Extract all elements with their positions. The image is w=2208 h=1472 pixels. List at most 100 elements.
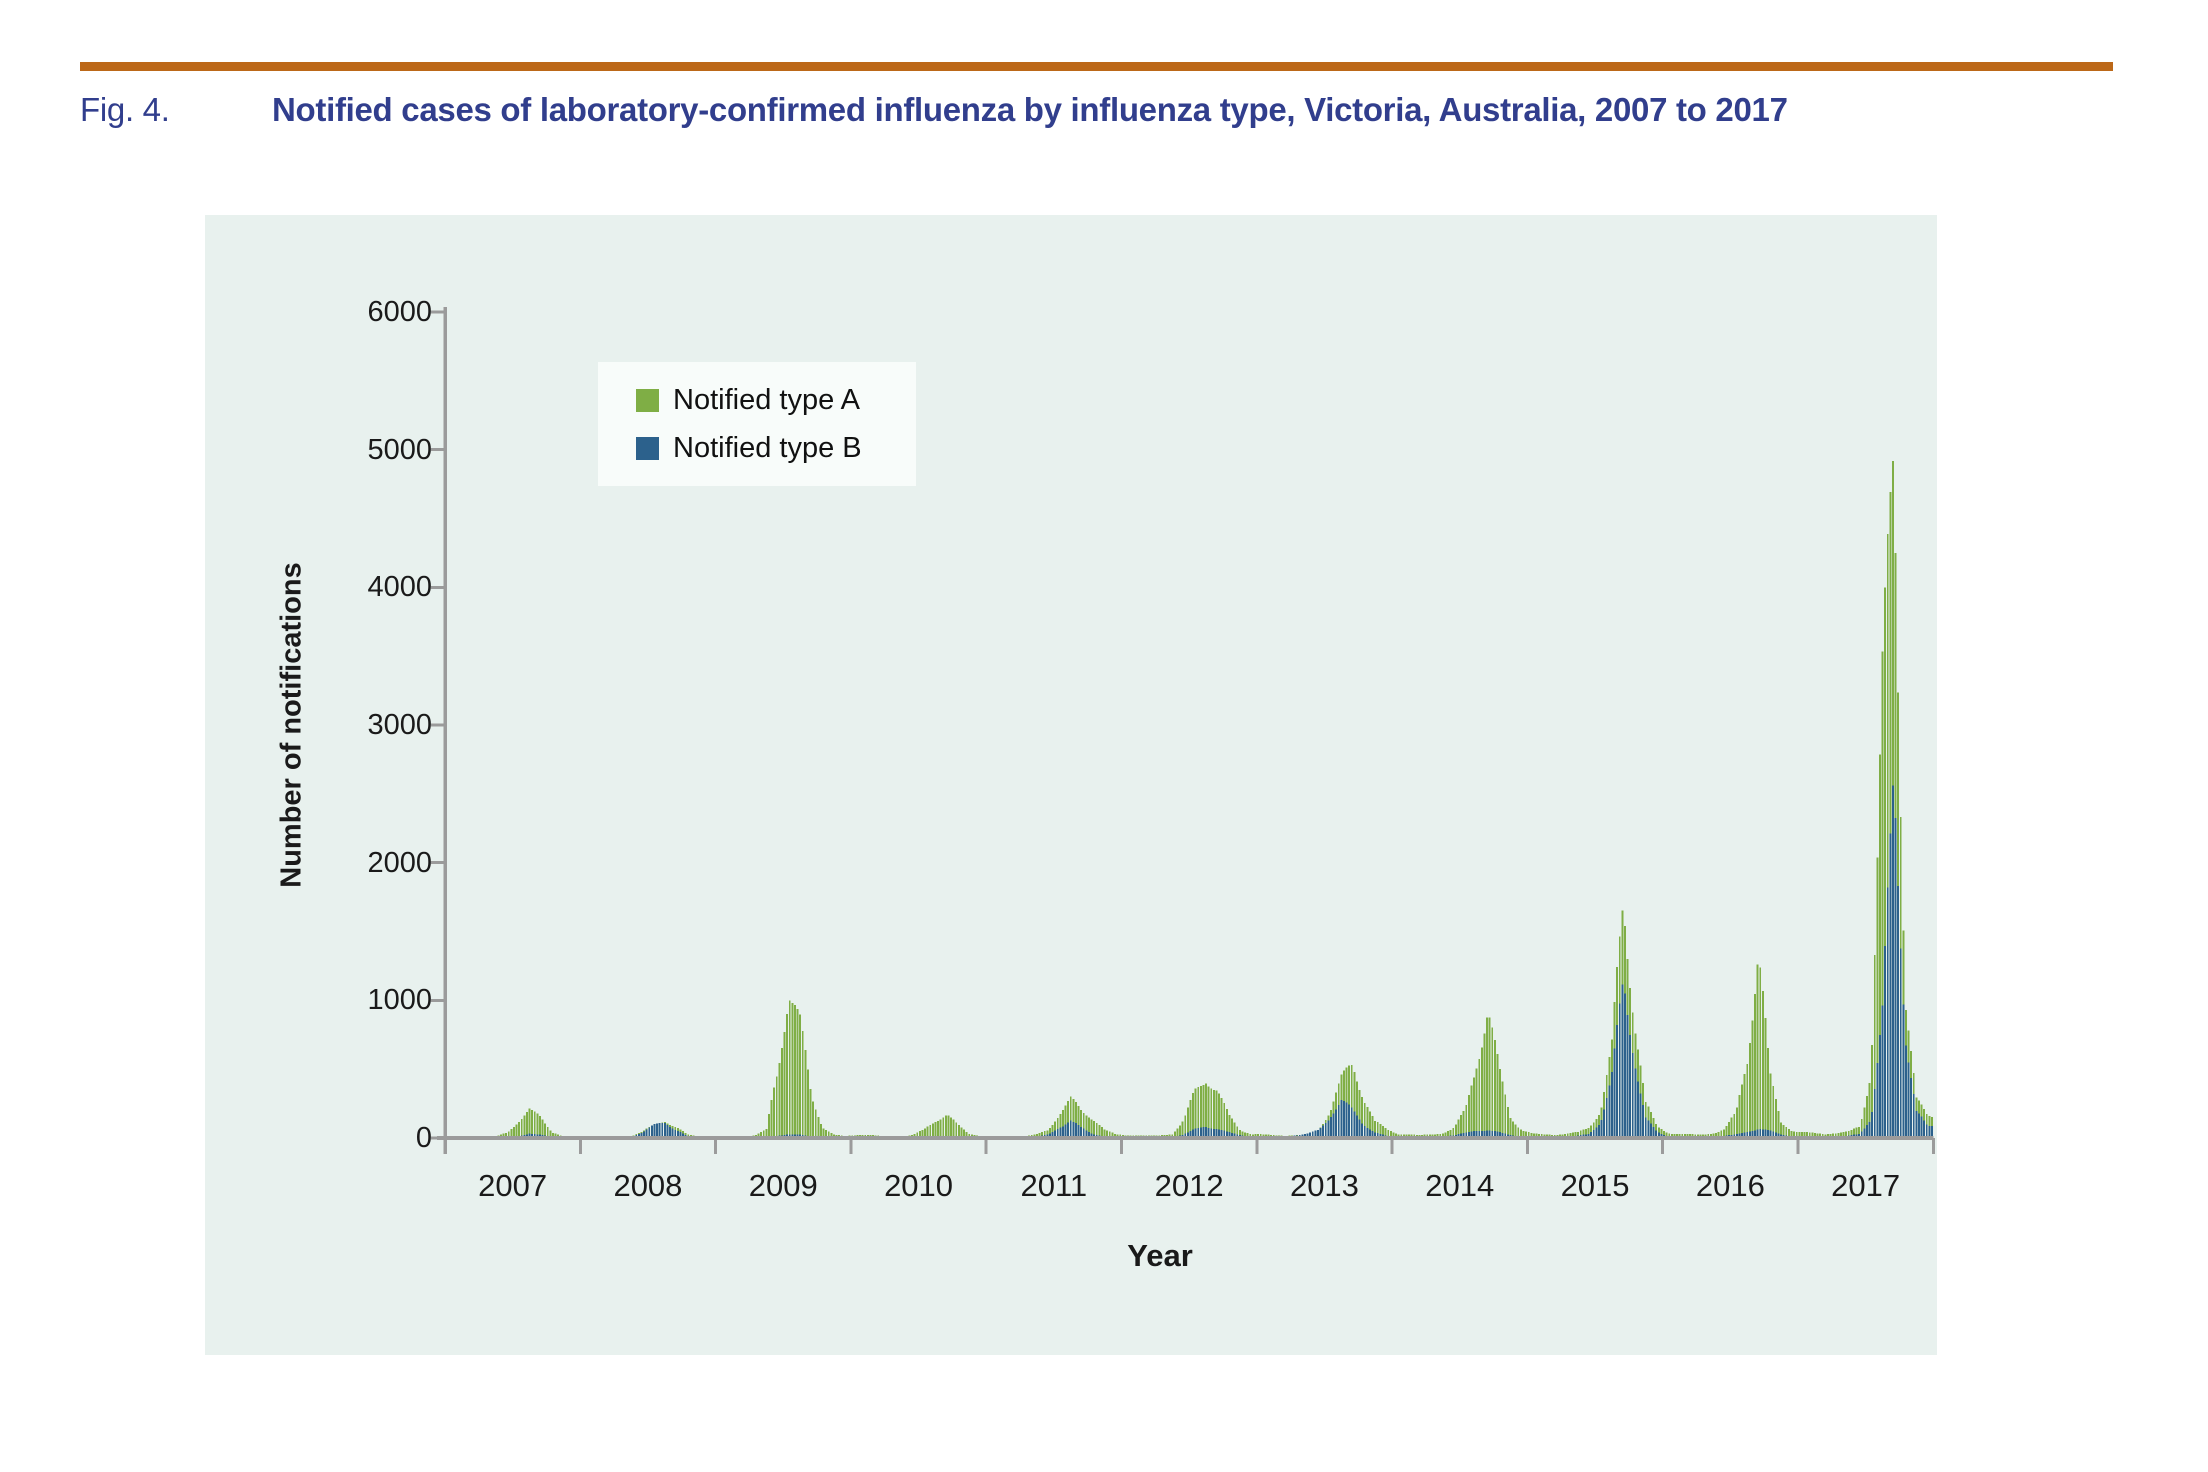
bar-type-b (1598, 1124, 1600, 1138)
bar-type-b (1465, 1132, 1468, 1138)
bar-type-a (801, 1031, 804, 1138)
bar-type-a (1579, 1130, 1582, 1138)
bar-type-b (1777, 1133, 1780, 1138)
bar-type-b (1928, 1125, 1931, 1138)
bar-type-b (1931, 1126, 1933, 1138)
bar-type-a (1106, 1130, 1109, 1138)
bar-type-a (830, 1132, 833, 1138)
bar-type-b (1759, 1129, 1762, 1138)
bar-type-b (1051, 1132, 1054, 1138)
chart-panel (205, 215, 1937, 1355)
bar-type-a (1756, 964, 1759, 1138)
bar-type-b (640, 1132, 643, 1138)
bar-type-a (1051, 1124, 1054, 1138)
bar-type-a (1832, 1133, 1835, 1138)
bar-type-a (1480, 1047, 1483, 1138)
bar-type-b (1478, 1130, 1481, 1138)
bar-type-a (1069, 1096, 1072, 1138)
bar-type-a (931, 1123, 934, 1138)
bar-type-a (1743, 1074, 1746, 1138)
bar-type-a (1782, 1124, 1785, 1138)
bar-type-a (1663, 1130, 1665, 1138)
bar-type-a (1868, 1082, 1871, 1138)
bar-type-b (1085, 1130, 1088, 1138)
bar-type-b (1746, 1132, 1749, 1138)
bar-type-a (1231, 1118, 1234, 1138)
bar-type-a (786, 1013, 789, 1138)
bar-type-b (1504, 1133, 1507, 1138)
bar-type-b (1605, 1098, 1608, 1138)
bar-type-a (1064, 1105, 1067, 1138)
bar-type-b (1369, 1129, 1371, 1138)
bar-type-a (1095, 1123, 1098, 1138)
bar-type-a (1363, 1102, 1366, 1138)
bar-type-a (965, 1131, 968, 1138)
bar-type-b (1233, 1133, 1236, 1138)
bar-type-a (1082, 1112, 1085, 1138)
bar-type-a (1470, 1085, 1473, 1138)
bar-type-a (505, 1132, 508, 1138)
bar-type-a (1223, 1103, 1226, 1138)
bar-type-a (544, 1123, 547, 1138)
bar-type-b (1910, 1078, 1913, 1138)
bar-type-b (1210, 1128, 1213, 1138)
bar-type-a (757, 1133, 760, 1138)
legend-item-type-b: Notified type B (636, 432, 916, 465)
bar-type-b (1866, 1125, 1868, 1138)
x-tick-label-2011: 2011 (1020, 1168, 1088, 1203)
bar-type-b (1871, 1112, 1874, 1138)
bar-type-a (1569, 1133, 1572, 1138)
bar-type-b (1350, 1107, 1353, 1138)
bar-type-b (1655, 1130, 1658, 1138)
bar-type-a (1819, 1133, 1822, 1138)
bar-type-a (952, 1119, 955, 1138)
bar-type-a (1712, 1133, 1715, 1138)
figure-title: Notified cases of laboratory-confirmed i… (272, 91, 1788, 128)
bar-type-a (1483, 1033, 1486, 1138)
bar-type-a (1665, 1132, 1668, 1138)
bar-type-a (1506, 1106, 1509, 1138)
y-tick-label: 1000 (367, 984, 432, 1017)
bar-type-a (1566, 1133, 1569, 1138)
figure-caption: Fig. 4. Notified cases of laboratory-con… (80, 90, 2140, 130)
bar-type-b (1608, 1085, 1611, 1138)
bar-type-a (531, 1109, 534, 1138)
y-axis-title: Number of notifications (275, 562, 308, 888)
bar-type-b (1629, 1035, 1632, 1138)
bar-type-b (1769, 1130, 1772, 1138)
bar-type-a (1889, 492, 1892, 1138)
bar-type-a (1467, 1094, 1470, 1138)
bar-type-a (1072, 1098, 1075, 1138)
bar-type-b (1192, 1129, 1194, 1138)
bar-type-a (1730, 1117, 1733, 1138)
bar-type-b (1303, 1133, 1306, 1138)
bar-type-a (528, 1108, 531, 1138)
bar-type-a (767, 1113, 770, 1138)
bar-type-a (1509, 1118, 1512, 1138)
bar-type-a (1527, 1132, 1530, 1138)
bar-type-b (656, 1123, 659, 1138)
bar-type-a (778, 1063, 781, 1138)
bar-type-b (1884, 946, 1887, 1138)
bar-type-a (1475, 1068, 1478, 1138)
bar-type-a (1584, 1128, 1587, 1138)
bar-type-a (770, 1099, 773, 1138)
bar-type-a (1353, 1071, 1356, 1138)
bar-type-a (1577, 1131, 1580, 1138)
bar-type-a (1389, 1131, 1392, 1138)
bar-type-b (1231, 1132, 1234, 1138)
bar-type-a (1462, 1111, 1465, 1138)
bar-type-a (1056, 1117, 1059, 1138)
bar-type-a (783, 1032, 786, 1138)
bar-type-b (1907, 1062, 1910, 1138)
bar-type-b (1899, 948, 1902, 1138)
bar-type-b (661, 1122, 664, 1138)
bar-type-b (650, 1125, 653, 1138)
x-tick-label-2008: 2008 (613, 1168, 683, 1203)
type-a-swatch-icon (636, 388, 659, 412)
bar-type-b (1912, 1094, 1915, 1138)
bar-type-a (554, 1133, 557, 1138)
legend-label-type-a: Notified type A (673, 383, 860, 416)
bar-type-a (1717, 1131, 1720, 1138)
bar-type-b (1873, 1088, 1876, 1138)
